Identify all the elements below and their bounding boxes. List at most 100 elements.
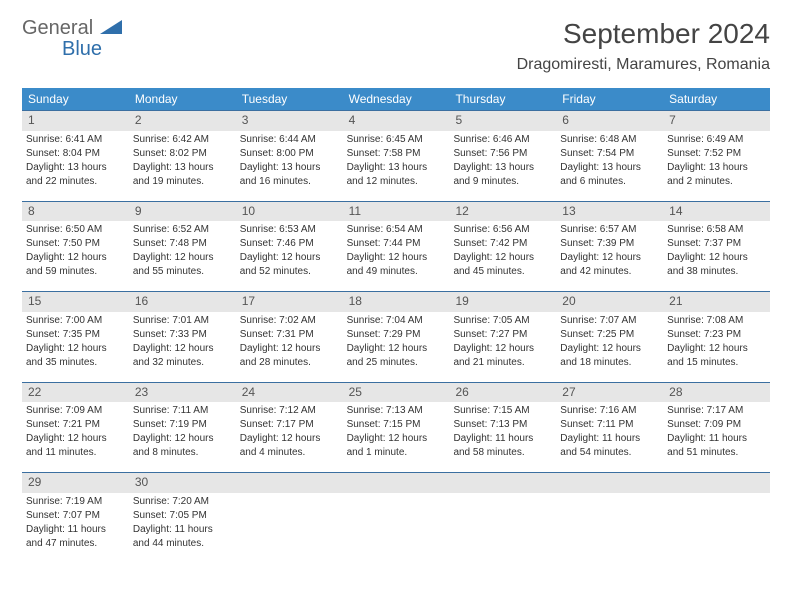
day-content: Sunrise: 7:09 AMSunset: 7:21 PMDaylight:… [26, 404, 125, 459]
day-sr: Sunrise: 7:12 AM [240, 404, 339, 417]
day-number: 12 [455, 204, 468, 218]
day-content: Sunrise: 7:11 AMSunset: 7:19 PMDaylight:… [133, 404, 232, 459]
day-number: 26 [455, 385, 468, 399]
day-sr: Sunrise: 7:04 AM [347, 314, 446, 327]
day-cell [343, 493, 450, 563]
day-cell: Sunrise: 7:00 AMSunset: 7:35 PMDaylight:… [22, 312, 129, 382]
day-dl2: and 15 minutes. [667, 356, 766, 369]
day-number-cell [663, 473, 770, 493]
day-ss: Sunset: 7:17 PM [240, 418, 339, 431]
day-sr: Sunrise: 7:08 AM [667, 314, 766, 327]
day-content: Sunrise: 7:07 AMSunset: 7:25 PMDaylight:… [560, 314, 659, 369]
day-dl2: and 44 minutes. [133, 537, 232, 550]
day-ss: Sunset: 7:46 PM [240, 237, 339, 250]
day-ss: Sunset: 7:15 PM [347, 418, 446, 431]
day-dl2: and 58 minutes. [453, 446, 552, 459]
day-number-cell: 9 [129, 202, 236, 222]
day-cell: Sunrise: 6:54 AMSunset: 7:44 PMDaylight:… [343, 221, 450, 291]
day-dl1: Daylight: 12 hours [133, 342, 232, 355]
day-dl2: and 54 minutes. [560, 446, 659, 459]
day-cell: Sunrise: 7:20 AMSunset: 7:05 PMDaylight:… [129, 493, 236, 563]
day-cell: Sunrise: 7:16 AMSunset: 7:11 PMDaylight:… [556, 402, 663, 472]
day-dl2: and 6 minutes. [560, 175, 659, 188]
day-cell: Sunrise: 6:48 AMSunset: 7:54 PMDaylight:… [556, 131, 663, 201]
day-number: 6 [562, 113, 569, 127]
day-number-cell: 2 [129, 111, 236, 131]
day-number: 13 [562, 204, 575, 218]
day-number: 20 [562, 294, 575, 308]
day-number-cell: 20 [556, 292, 663, 312]
day-dl1: Daylight: 11 hours [133, 523, 232, 536]
day-sr: Sunrise: 7:05 AM [453, 314, 552, 327]
day-content: Sunrise: 7:04 AMSunset: 7:29 PMDaylight:… [347, 314, 446, 369]
day-header-tuesday: Tuesday [236, 88, 343, 110]
day-sr: Sunrise: 6:52 AM [133, 223, 232, 236]
day-dl1: Daylight: 12 hours [347, 342, 446, 355]
day-content: Sunrise: 6:54 AMSunset: 7:44 PMDaylight:… [347, 223, 446, 278]
day-content: Sunrise: 7:15 AMSunset: 7:13 PMDaylight:… [453, 404, 552, 459]
day-number: 30 [135, 475, 148, 489]
day-sr: Sunrise: 6:53 AM [240, 223, 339, 236]
day-number: 1 [28, 113, 35, 127]
day-number-cell [449, 473, 556, 493]
day-dl1: Daylight: 12 hours [240, 251, 339, 264]
day-number: 4 [349, 113, 356, 127]
day-ss: Sunset: 7:09 PM [667, 418, 766, 431]
day-ss: Sunset: 7:48 PM [133, 237, 232, 250]
day-cell: Sunrise: 7:08 AMSunset: 7:23 PMDaylight:… [663, 312, 770, 382]
day-content: Sunrise: 7:13 AMSunset: 7:15 PMDaylight:… [347, 404, 446, 459]
day-number-cell: 22 [22, 383, 129, 403]
day-header-wednesday: Wednesday [343, 88, 450, 110]
week-body-row: Sunrise: 7:00 AMSunset: 7:35 PMDaylight:… [22, 312, 770, 382]
day-dl1: Daylight: 12 hours [667, 251, 766, 264]
day-ss: Sunset: 7:29 PM [347, 328, 446, 341]
day-dl2: and 2 minutes. [667, 175, 766, 188]
day-dl2: and 49 minutes. [347, 265, 446, 278]
day-number-cell: 8 [22, 202, 129, 222]
week-daynum-row: 15161718192021 [22, 291, 770, 312]
calendar: SundayMondayTuesdayWednesdayThursdayFrid… [22, 88, 770, 563]
day-dl2: and 28 minutes. [240, 356, 339, 369]
day-dl2: and 22 minutes. [26, 175, 125, 188]
day-header-row: SundayMondayTuesdayWednesdayThursdayFrid… [22, 88, 770, 110]
day-ss: Sunset: 8:02 PM [133, 147, 232, 160]
day-sr: Sunrise: 7:16 AM [560, 404, 659, 417]
day-number-cell: 23 [129, 383, 236, 403]
day-dl1: Daylight: 12 hours [26, 432, 125, 445]
day-header-saturday: Saturday [663, 88, 770, 110]
day-number: 16 [135, 294, 148, 308]
week-daynum-row: 891011121314 [22, 201, 770, 222]
day-dl2: and 42 minutes. [560, 265, 659, 278]
week-daynum-row: 22232425262728 [22, 382, 770, 403]
day-ss: Sunset: 7:37 PM [667, 237, 766, 250]
day-ss: Sunset: 7:50 PM [26, 237, 125, 250]
day-content: Sunrise: 7:16 AMSunset: 7:11 PMDaylight:… [560, 404, 659, 459]
day-ss: Sunset: 7:31 PM [240, 328, 339, 341]
day-cell: Sunrise: 6:58 AMSunset: 7:37 PMDaylight:… [663, 221, 770, 291]
day-sr: Sunrise: 7:00 AM [26, 314, 125, 327]
day-sr: Sunrise: 6:49 AM [667, 133, 766, 146]
week-body-row: Sunrise: 6:41 AMSunset: 8:04 PMDaylight:… [22, 131, 770, 201]
day-sr: Sunrise: 6:58 AM [667, 223, 766, 236]
day-sr: Sunrise: 6:50 AM [26, 223, 125, 236]
day-dl1: Daylight: 12 hours [240, 432, 339, 445]
day-cell: Sunrise: 7:01 AMSunset: 7:33 PMDaylight:… [129, 312, 236, 382]
location-text: Dragomiresti, Maramures, Romania [517, 56, 770, 74]
day-dl2: and 16 minutes. [240, 175, 339, 188]
day-number-cell: 25 [343, 383, 450, 403]
day-number: 2 [135, 113, 142, 127]
day-dl1: Daylight: 12 hours [240, 342, 339, 355]
day-cell: Sunrise: 7:02 AMSunset: 7:31 PMDaylight:… [236, 312, 343, 382]
day-number: 15 [28, 294, 41, 308]
day-number-cell: 6 [556, 111, 663, 131]
day-dl1: Daylight: 12 hours [26, 251, 125, 264]
day-number-cell: 14 [663, 202, 770, 222]
day-cell: Sunrise: 7:07 AMSunset: 7:25 PMDaylight:… [556, 312, 663, 382]
day-dl1: Daylight: 11 hours [667, 432, 766, 445]
day-dl2: and 45 minutes. [453, 265, 552, 278]
day-dl1: Daylight: 12 hours [26, 342, 125, 355]
day-number-cell [556, 473, 663, 493]
day-dl1: Daylight: 12 hours [667, 342, 766, 355]
day-content: Sunrise: 6:56 AMSunset: 7:42 PMDaylight:… [453, 223, 552, 278]
day-content: Sunrise: 7:01 AMSunset: 7:33 PMDaylight:… [133, 314, 232, 369]
